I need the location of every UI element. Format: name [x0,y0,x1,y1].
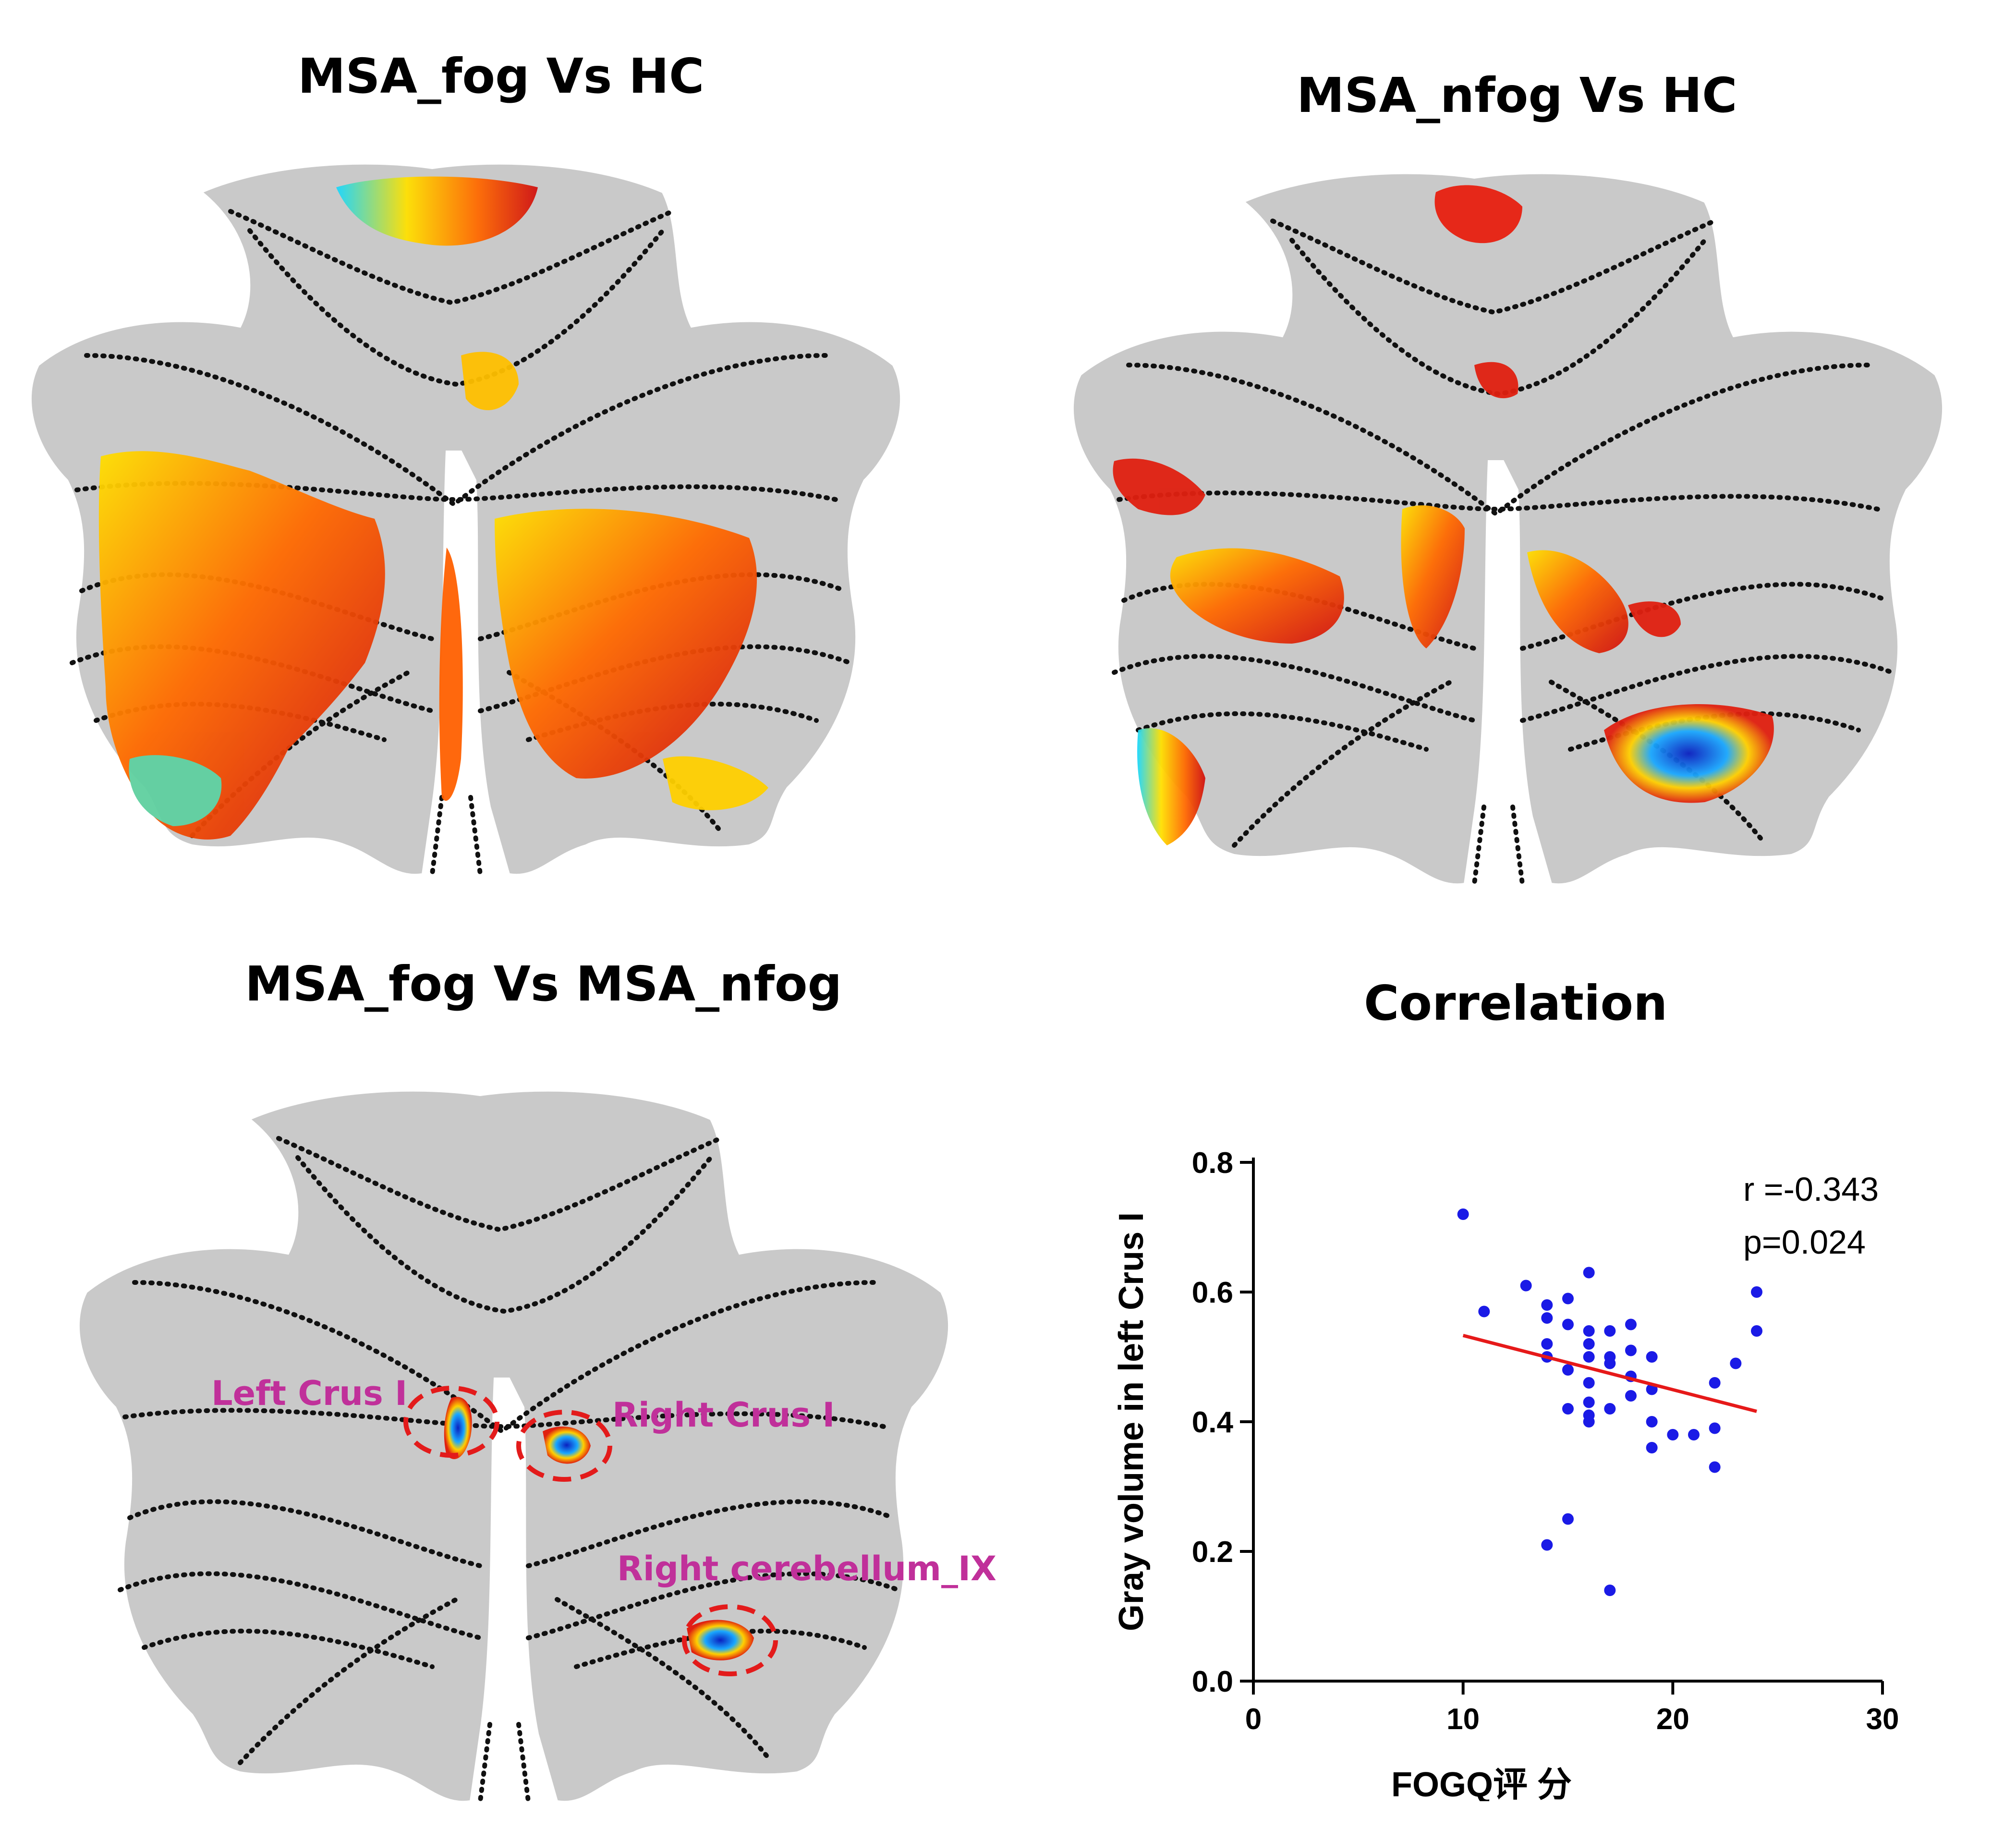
data-point [1562,1293,1574,1305]
x-tick-label-0: 0 [1245,1703,1262,1736]
data-point [1625,1344,1637,1356]
data-point [1709,1422,1721,1434]
data-point [1562,1403,1574,1415]
data-point [1604,1403,1616,1415]
roi-label-left-crus-i: Left Crus I [211,1374,408,1413]
y-tick-label-4: 0.8 [1192,1147,1233,1180]
data-point [1646,1416,1658,1427]
data-point [1604,1325,1616,1337]
data-point [1541,1312,1553,1324]
data-point [1541,1338,1553,1350]
x-axis-label: FOGQ评 分 [1391,1766,1572,1801]
data-point [1646,1351,1658,1363]
roi-circle-left-crus-i [403,1386,499,1458]
data-point [1751,1325,1762,1337]
roi-circle-right-cerebellum-ix [682,1604,778,1676]
data-point [1562,1318,1574,1330]
data-point [1583,1416,1595,1427]
x-tick-label-2: 20 [1656,1703,1689,1736]
data-point [1646,1442,1658,1453]
title-msa-nfog-vs-hc: MSA_nfog Vs HC [1297,67,1737,123]
data-point [1583,1267,1595,1279]
y-tick-label-1: 0.2 [1192,1536,1233,1569]
y-tick-label-3: 0.6 [1192,1276,1233,1309]
data-point [1730,1357,1742,1369]
roi-label-right-cerebellum-ix: Right cerebellum_IX [617,1549,996,1588]
x-tick-label-1: 10 [1446,1703,1480,1736]
data-point [1604,1585,1616,1596]
data-point [1604,1357,1616,1369]
data-point [1625,1318,1637,1330]
data-point [1751,1286,1762,1298]
data-point [1541,1539,1553,1551]
data-point [1562,1513,1574,1525]
flatmap-msa-fog-vs-hc [0,86,912,903]
flatmap-msa-nfog-vs-hc [1042,96,1955,913]
data-point [1709,1461,1721,1473]
data-point [1583,1396,1595,1408]
title-msa-fog-vs-msa-nfog: MSA_fog Vs MSA_nfog [245,956,842,1012]
data-point [1583,1377,1595,1389]
data-point [1583,1338,1595,1350]
stat-annotation-0: r =-0.343 [1743,1171,1879,1208]
y-axis-label: Gray volume in left Crus I [1112,1212,1151,1631]
roi-label-right-crus-i: Right Crus I [612,1395,835,1435]
roi-circle-right-crus-i [516,1410,612,1482]
data-point [1457,1208,1469,1220]
data-point [1625,1390,1637,1402]
y-tick-label-0: 0.0 [1192,1665,1233,1698]
stat-annotation-1: p=0.024 [1743,1223,1866,1261]
title-msa-fog-vs-hc: MSA_fog Vs HC [298,48,704,104]
correlation-scatter-plot: 0 10 20 30 0.0 0.2 0.4 0.6 0.8 FOGQ评 分 Gray volume… [1112,1147,1899,1801]
y-tick-label-2: 0.4 [1192,1406,1234,1439]
data-point [1562,1364,1574,1376]
title-correlation: Correlation [1364,975,1668,1031]
data-point [1688,1429,1700,1440]
data-point [1667,1429,1679,1440]
data-point [1583,1325,1595,1337]
data-point [1541,1299,1553,1311]
fit-line [1462,1334,1757,1413]
data-point [1709,1377,1721,1389]
x-tick-label-3: 30 [1866,1703,1899,1736]
data-point [1478,1305,1490,1318]
data-point [1520,1280,1532,1292]
data-point [1583,1351,1595,1363]
flatmap-msa-fog-vs-msa-nfog [48,1013,960,1830]
